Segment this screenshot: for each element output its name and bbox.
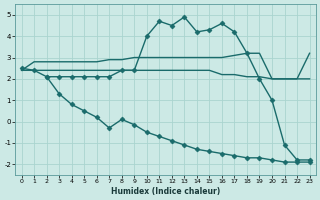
X-axis label: Humidex (Indice chaleur): Humidex (Indice chaleur) <box>111 187 220 196</box>
